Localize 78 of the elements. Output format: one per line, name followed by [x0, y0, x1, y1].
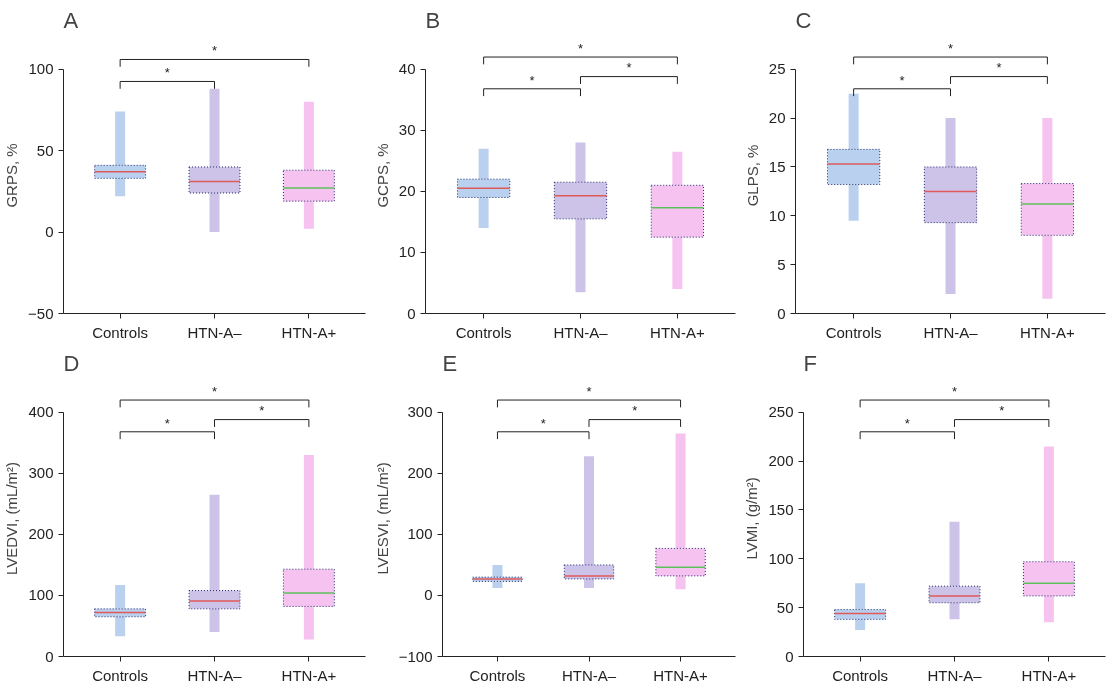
y-tick-label: 0 — [785, 647, 794, 665]
y-tick-label: 0 — [45, 647, 54, 665]
annotation: * — [540, 415, 546, 431]
chart-title: F — [803, 350, 817, 376]
x-tick-label: Controls — [469, 666, 526, 684]
annotation: * — [164, 415, 170, 431]
y-tick-label: −100 — [398, 647, 433, 665]
annotation: * — [529, 72, 535, 88]
annotation: * — [904, 415, 910, 431]
y-axis-title: LVMI, (g/m²) — [743, 477, 761, 560]
y-tick-label: 100 — [407, 525, 433, 543]
text: * — [586, 383, 592, 399]
annotation: * — [996, 60, 1002, 76]
y-tick-label: 200 — [28, 525, 54, 543]
y-axis-title: LVEDVI, (mL/m²) — [3, 461, 21, 576]
y-tick-label: 10 — [768, 206, 786, 224]
x-tick-label: Controls — [455, 323, 512, 341]
chart-title: C — [795, 7, 812, 33]
y-tick-label: 10 — [398, 243, 416, 261]
x-tick-label: HTN-A– — [927, 666, 983, 684]
y-tick-label: 100 — [28, 60, 54, 78]
x-tick-label: Controls — [825, 323, 882, 341]
y-tick-label: 30 — [398, 121, 416, 139]
text: * — [211, 43, 218, 59]
chart-title: D — [63, 350, 80, 376]
y-tick-label: 5 — [777, 255, 786, 273]
text: * — [947, 40, 954, 56]
text: * — [577, 40, 584, 56]
annotation: * — [626, 60, 632, 76]
y-axis-title: GLPS, % — [743, 144, 761, 207]
y-axis-title: GCPS, % — [373, 143, 391, 208]
x-tick-label: HTN-A+ — [650, 323, 705, 341]
annotation: * — [164, 65, 170, 81]
x-tick-label: Controls — [92, 323, 149, 341]
y-axis-title: LVESVI, (mL/m²) — [373, 462, 391, 575]
y-tick-label: 25 — [768, 60, 786, 78]
y-tick-label: 300 — [28, 464, 54, 482]
x-tick-label: HTN-A– — [561, 666, 617, 684]
x-tick-label: HTN-A– — [553, 323, 609, 341]
y-tick-label: 50 — [776, 598, 794, 616]
y-tick-label: 200 — [768, 452, 794, 470]
x-tick-label: HTN-A+ — [1021, 666, 1077, 684]
chart-title: E — [442, 350, 458, 376]
y-tick-label: −50 — [28, 304, 54, 322]
y-axis-title: GRPS, % — [3, 143, 21, 208]
x-tick-label: HTN-A– — [187, 666, 243, 684]
y-tick-label: 100 — [768, 549, 794, 567]
text: * — [211, 383, 218, 399]
y-tick-label: 20 — [768, 109, 786, 127]
x-tick-label: Controls — [92, 666, 149, 684]
x-tick-label: Controls — [832, 666, 889, 684]
y-tick-label: 0 — [407, 304, 416, 322]
y-tick-label: 300 — [407, 403, 433, 421]
y-tick-label: 250 — [768, 403, 794, 421]
x-tick-label: HTN-A+ — [653, 666, 709, 684]
chart-title: B — [425, 7, 441, 33]
chart-title: A — [63, 7, 79, 33]
x-tick-label: HTN-A– — [187, 323, 243, 341]
y-tick-label: 400 — [28, 403, 54, 421]
y-tick-label: 15 — [768, 157, 786, 175]
y-tick-label: 40 — [398, 60, 416, 78]
x-tick-label: HTN-A+ — [281, 666, 337, 684]
annotation: * — [899, 72, 905, 88]
x-tick-label: HTN-A+ — [1020, 323, 1075, 341]
annotation: * — [259, 403, 265, 419]
x-tick-label: HTN-A– — [923, 323, 979, 341]
text: * — [951, 383, 958, 399]
y-tick-label: 200 — [407, 464, 433, 482]
y-tick-label: 0 — [424, 586, 433, 604]
y-tick-label: 0 — [45, 223, 54, 241]
y-tick-label: 100 — [28, 586, 54, 604]
x-tick-label: HTN-A+ — [281, 323, 337, 341]
annotation: * — [632, 403, 638, 419]
y-tick-label: 50 — [36, 141, 54, 159]
annotation: * — [999, 403, 1005, 419]
y-tick-label: 0 — [777, 304, 786, 322]
y-tick-label: 150 — [768, 500, 794, 518]
y-tick-label: 20 — [398, 182, 416, 200]
